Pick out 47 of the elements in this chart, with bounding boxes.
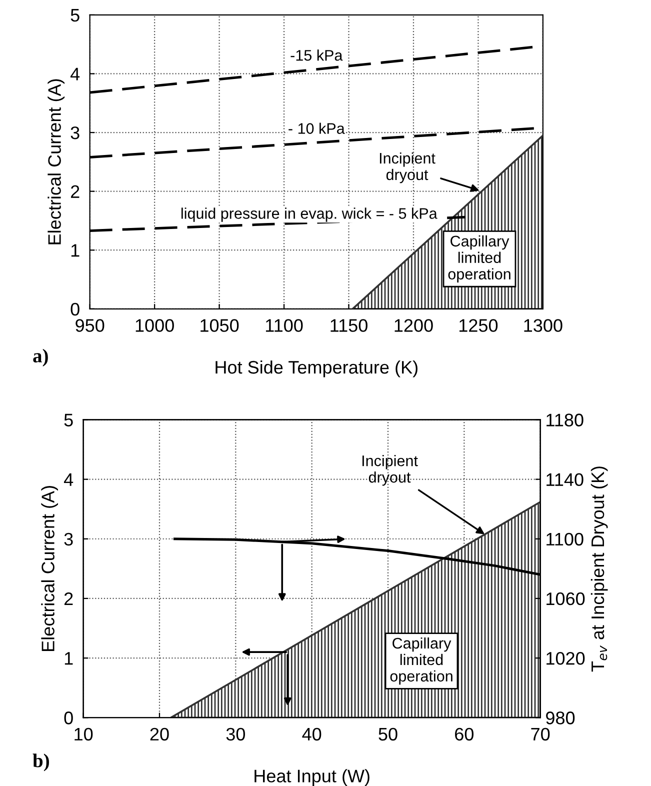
y2-tick-label: 1100 xyxy=(546,532,584,546)
y-tick-label: 2 xyxy=(70,185,80,198)
y2-tick-label: 980 xyxy=(546,712,575,724)
y2-axis-title: T$_{ev}$ at Incipient Dryout (K) xyxy=(590,466,608,672)
x-tick-label: 1150 xyxy=(330,319,368,332)
x-tick-label: 50 xyxy=(378,728,398,741)
x-tick-label: 10 xyxy=(74,728,93,741)
y-tick-label: 0 xyxy=(70,302,80,316)
y-tick-label: 5 xyxy=(64,414,73,426)
x-tick-label: 1000 xyxy=(136,319,174,332)
y-tick-label: 2 xyxy=(64,592,73,606)
x-tick-label: 60 xyxy=(455,728,474,741)
text: b) xyxy=(32,754,49,772)
y-tick-label: 3 xyxy=(64,532,73,546)
x-tick-label: 1300 xyxy=(524,319,562,332)
x-tick-label: 950 xyxy=(76,319,104,332)
x-axis-title: Hot Side Temperature (K) xyxy=(216,360,418,378)
series-label: liquid pressure in evap. wick = - 5 kPa xyxy=(181,208,438,222)
y-tick-label: 3 xyxy=(70,126,80,140)
annotation: Capillary limited operation xyxy=(448,235,510,282)
y2-tick-label: 1060 xyxy=(546,592,585,606)
annotation: Capillary limited operation xyxy=(390,637,452,685)
y-tick-label: 1 xyxy=(64,652,73,665)
annotation: Incipient dryout xyxy=(362,455,418,486)
x-tick-label: 1250 xyxy=(460,319,498,332)
y-axis-title: Electrical Current (A) xyxy=(41,486,58,651)
y2-tick-label: 1020 xyxy=(546,652,585,665)
y-tick-label: 0 xyxy=(64,712,73,724)
x-tick-label: 1200 xyxy=(394,319,433,332)
x-tick-label: 40 xyxy=(302,728,322,741)
y2-tick-label: 1180 xyxy=(546,414,584,426)
y-axis-title: Electrical Current (A) xyxy=(48,79,65,244)
series-label: - 10 kPa xyxy=(288,122,345,134)
x-tick-label: 30 xyxy=(226,728,245,741)
x-tick-label: 70 xyxy=(531,728,550,741)
y-tick-label: 1 xyxy=(71,244,80,257)
text: a) xyxy=(33,348,48,366)
x-tick-label: 20 xyxy=(150,728,169,741)
x-axis-title: Heat Input (W) xyxy=(254,769,370,786)
y2-tick-label: 1140 xyxy=(546,473,584,486)
series-label: -15 kPa xyxy=(290,50,343,61)
x-tick-label: 1100 xyxy=(266,319,303,332)
annotation: Incipient dryout xyxy=(380,152,436,184)
y-tick-label: 4 xyxy=(64,473,74,486)
y-tick-label: 4 xyxy=(70,68,80,80)
y-tick-label: 5 xyxy=(70,9,80,22)
x-tick-label: 1050 xyxy=(200,319,239,332)
